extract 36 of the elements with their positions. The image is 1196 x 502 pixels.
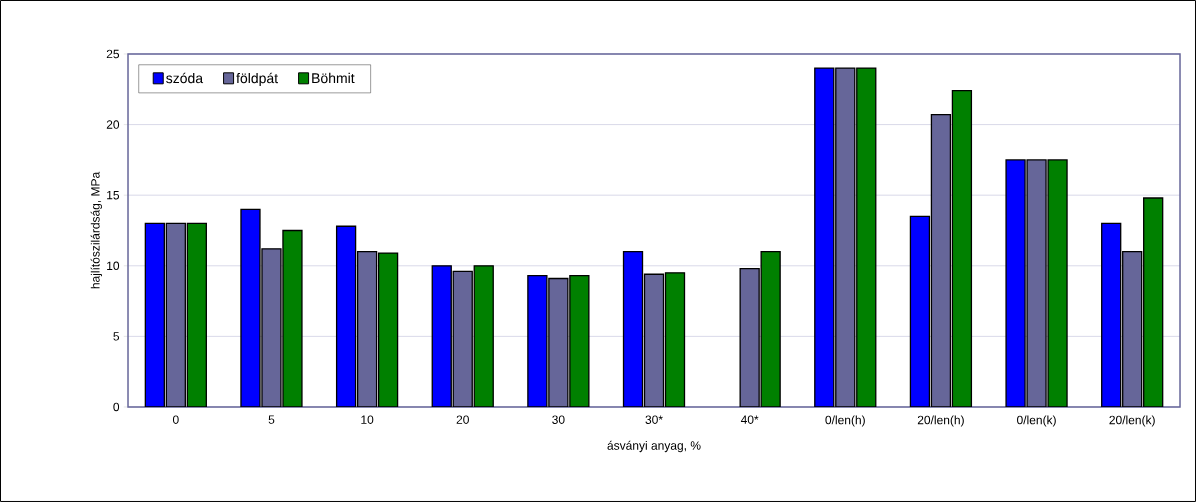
bar [1101, 222, 1122, 407]
x-tick-label: 10 [361, 415, 374, 424]
x-tick-label: 0/len(k) [1017, 415, 1056, 427]
bar [144, 222, 165, 407]
x-tick-label: 40* [740, 415, 759, 424]
y-tick-label: 10 [107, 261, 120, 271]
bar [622, 251, 644, 407]
x-tick-label: 20/len(h) [917, 415, 964, 427]
legend-label: Böhmit [312, 72, 355, 84]
bar [909, 215, 931, 407]
y-tick-label: 5 [113, 332, 120, 341]
x-tick-label: 5 [268, 415, 275, 424]
legend-label: földpát [236, 72, 278, 86]
bar [186, 222, 207, 407]
y-tick-label: 15 [107, 191, 120, 200]
bar [377, 252, 399, 407]
legend-label: szóda [166, 72, 204, 84]
bar [814, 67, 835, 407]
x-tick-label: 0/len(h) [825, 415, 865, 427]
x-axis-title: ásványi anyag, % [607, 440, 701, 453]
bar [473, 265, 494, 407]
x-tick-label: 30* [645, 415, 663, 424]
y-axis-title: hajlítószilárdság, MPa [90, 171, 103, 289]
bar [335, 225, 357, 407]
y-tick-label: 0 [113, 402, 120, 412]
x-tick-label: 20/len(k) [1109, 415, 1155, 427]
bar [951, 90, 973, 407]
y-tick-label: 25 [106, 49, 120, 59]
x-tick-label: 20 [456, 415, 469, 424]
bar [1143, 197, 1164, 407]
x-tick-label: 0 [172, 415, 179, 424]
bar [664, 272, 686, 407]
bar [431, 265, 452, 407]
x-tick-label: 30 [552, 415, 565, 424]
bar [856, 67, 877, 407]
y-tick-label: 20 [106, 120, 120, 129]
